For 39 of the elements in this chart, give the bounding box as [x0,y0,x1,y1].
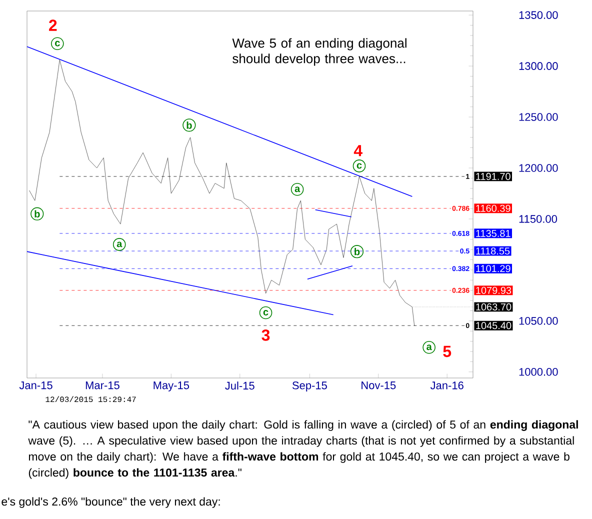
ref-line-label: 1160.39 [476,204,510,212]
text: "A cautious view based upon the daily chart: Gold is falling in wave a (circled) of 5 of an ending diagonal wave (5). … A speculative view based upon the intraday charts (that is not yet confirmed by a substantial move on the daily chart): We have a fifth-wave bottom for gold at 1045.40, so we can project a wave b (circled) bounce to the 1101-1135 area." [28,420,578,479]
annotation: a [294,186,300,192]
y-tick-label: 1000.00 [519,368,558,376]
annotation: b [354,248,360,256]
y-tick-label: 1350.00 [519,11,558,19]
y-tick-label: 1150.00 [519,215,558,223]
x-tick-label: Jul-15 [225,382,254,390]
annotation: 3 [262,330,270,341]
y-tick-label: 1300.00 [519,62,558,70]
ref-line-label: 1079.93 [476,286,512,294]
ref-line-label: 1045.40 [476,322,512,330]
y-tick-label: 1250.00 [519,113,558,121]
ref-line-label: 1118.55 [476,247,510,255]
annotation: c [55,40,60,46]
annotation: 1063.70 [476,303,512,310]
x-tick-label: Mar-15 [86,382,120,390]
y-tick-label: 1200.00 [519,164,558,172]
annotation: b [34,210,40,218]
ref-line-label: 1135.81 [476,230,510,237]
text: e's gold's 2.6% "bounce" the very next day: [2,497,220,508]
annotation: b [186,122,192,129]
x-tick-label: May-15 [154,382,190,392]
ref-line-label: 1191.70 [476,172,510,180]
x-tick-label: Sep-15 [292,382,327,392]
ref-line-label: 1101.29 [476,265,510,272]
x-tick-label: Jan-15 [19,382,52,390]
x-tick-label: Jan-16 [430,382,464,390]
annotation: a [426,344,432,350]
annotation: c [356,163,362,169]
annotation: 5 [443,346,452,358]
x-tick-label: Nov-15 [362,382,396,390]
annotation: a [116,242,122,248]
annotation: 4 [354,145,362,156]
annotation: Wave 5 of an ending diagonal should develop three waves... [232,38,406,66]
annotation: 2 [49,20,57,31]
text: 12/03/2015 15:29:47 [46,396,136,402]
annotation: c [263,310,268,316]
y-tick-label: 1050.00 [519,317,558,325]
